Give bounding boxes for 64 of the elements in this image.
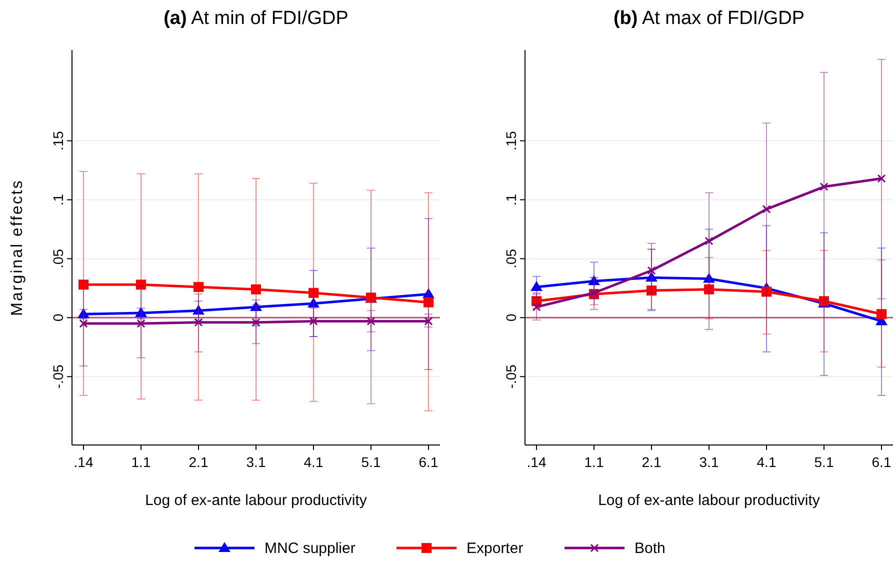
point (532, 302, 541, 312)
point (194, 282, 204, 292)
point (194, 318, 203, 327)
x-tick-label: 3.1 (699, 454, 719, 470)
point (647, 266, 656, 275)
legend-label: Both (634, 540, 666, 557)
point (251, 284, 261, 294)
x-tick-label: 4.1 (304, 454, 324, 470)
y-tick-label: 0 (50, 314, 66, 322)
x-tick-label: 1.1 (584, 454, 604, 470)
x-tick-label: 6.1 (418, 454, 438, 470)
x-tick-label: 5.1 (361, 454, 381, 470)
point (308, 288, 318, 298)
point (422, 288, 434, 298)
point (646, 286, 656, 296)
point (703, 272, 715, 283)
point (424, 316, 433, 326)
point (704, 284, 714, 294)
point (78, 280, 88, 290)
point (366, 316, 376, 326)
point (136, 319, 146, 328)
y-tick-label: .1 (50, 194, 66, 206)
chart-title: (a) At min of FDI/GDP (164, 8, 348, 29)
point (762, 204, 771, 214)
legend-label: MNC supplier (264, 540, 356, 557)
point (79, 319, 88, 328)
point (192, 304, 204, 315)
point (588, 275, 600, 286)
point (250, 301, 262, 312)
y-tick-label: .15 (50, 130, 66, 151)
x-tick-label: .14 (526, 454, 546, 470)
y-tick-label: .1 (503, 194, 519, 206)
y-axis-title: Marginal effects (9, 179, 26, 316)
x-tick-label: 3.1 (246, 454, 266, 470)
y-tick-label: .15 (503, 130, 519, 151)
x-tick-label: 5.1 (814, 454, 834, 470)
point (646, 272, 658, 282)
y-tick-label: .05 (503, 248, 519, 268)
x-tick-label: 6.1 (872, 454, 892, 470)
x-tick-label: 4.1 (756, 454, 776, 470)
point (877, 174, 886, 183)
point (136, 280, 146, 290)
x-axis-title: Log of ex-ante labour productivity (145, 492, 368, 509)
point (530, 281, 542, 291)
x-tick-label: 1.1 (131, 454, 151, 470)
point (308, 298, 320, 308)
point (876, 309, 886, 320)
y-tick-label: -.05 (50, 364, 66, 389)
y-tick-label: 0 (503, 314, 519, 322)
point (309, 316, 318, 326)
point (820, 182, 828, 192)
point (252, 318, 260, 327)
x-axis-title: Log of ex-ante labour productivity (598, 492, 820, 509)
point (424, 297, 434, 308)
point (762, 286, 772, 297)
x-tick-label: .14 (74, 454, 94, 470)
point (135, 306, 147, 317)
chart-title: (b) At max of FDI/GDP (613, 8, 805, 29)
point (704, 236, 714, 246)
y-tick-label: .05 (50, 248, 66, 268)
x-tick-label: 2.1 (642, 454, 662, 470)
legend-label: Exporter (466, 540, 524, 557)
x-tick-label: 2.1 (188, 454, 208, 470)
y-tick-label: -.05 (503, 364, 519, 389)
